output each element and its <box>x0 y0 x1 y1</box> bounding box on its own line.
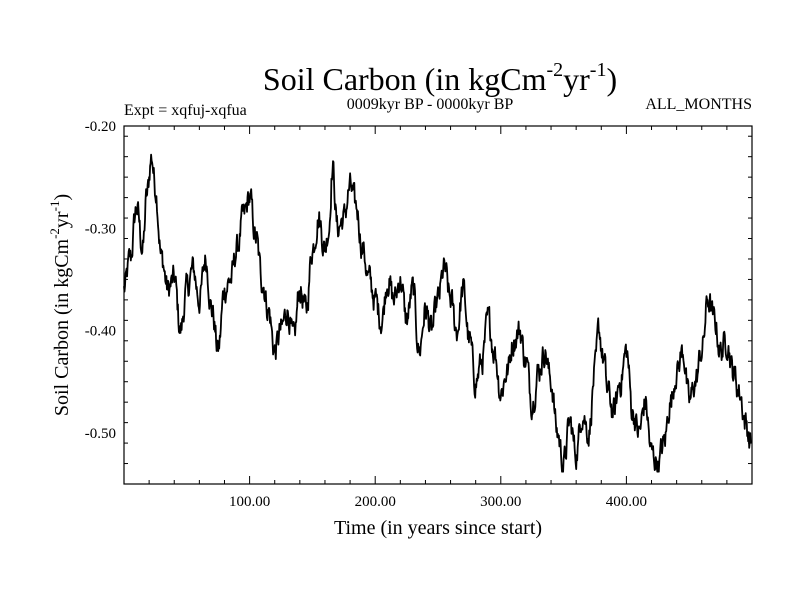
y-tick-label: -0.20 <box>85 119 116 135</box>
x-tick-label: 300.00 <box>480 494 521 510</box>
plot-frame <box>123 125 753 485</box>
subtitle-expt: Expt = xqfuj-xqfua <box>124 102 247 119</box>
x-tick-label: 100.00 <box>229 494 270 510</box>
y-tick-label: -0.50 <box>85 426 116 442</box>
y-axis-label: Soil Carbon (in kgCm-2yr-1) <box>47 194 73 416</box>
x-tick-label: 400.00 <box>606 494 647 510</box>
y-tick-label: -0.40 <box>85 324 116 340</box>
series-line-soil-carbon <box>123 153 752 473</box>
subtitle-months: ALL_MONTHS <box>645 96 752 113</box>
x-tick-label: 200.00 <box>355 494 396 510</box>
axis-ticks <box>124 126 752 485</box>
x-axis-label: Time (in years since start) <box>334 517 542 539</box>
chart-title: Soil Carbon (in kgCm-2yr-1) <box>263 59 617 97</box>
tick-labels: 100.00 200.00 300.00 400.00 -0.20 -0.30 -0.40 -… <box>85 119 647 510</box>
y-tick-label: -0.30 <box>85 221 116 237</box>
subtitle-period: 0009kyr BP - 0000kyr BP <box>347 96 514 113</box>
